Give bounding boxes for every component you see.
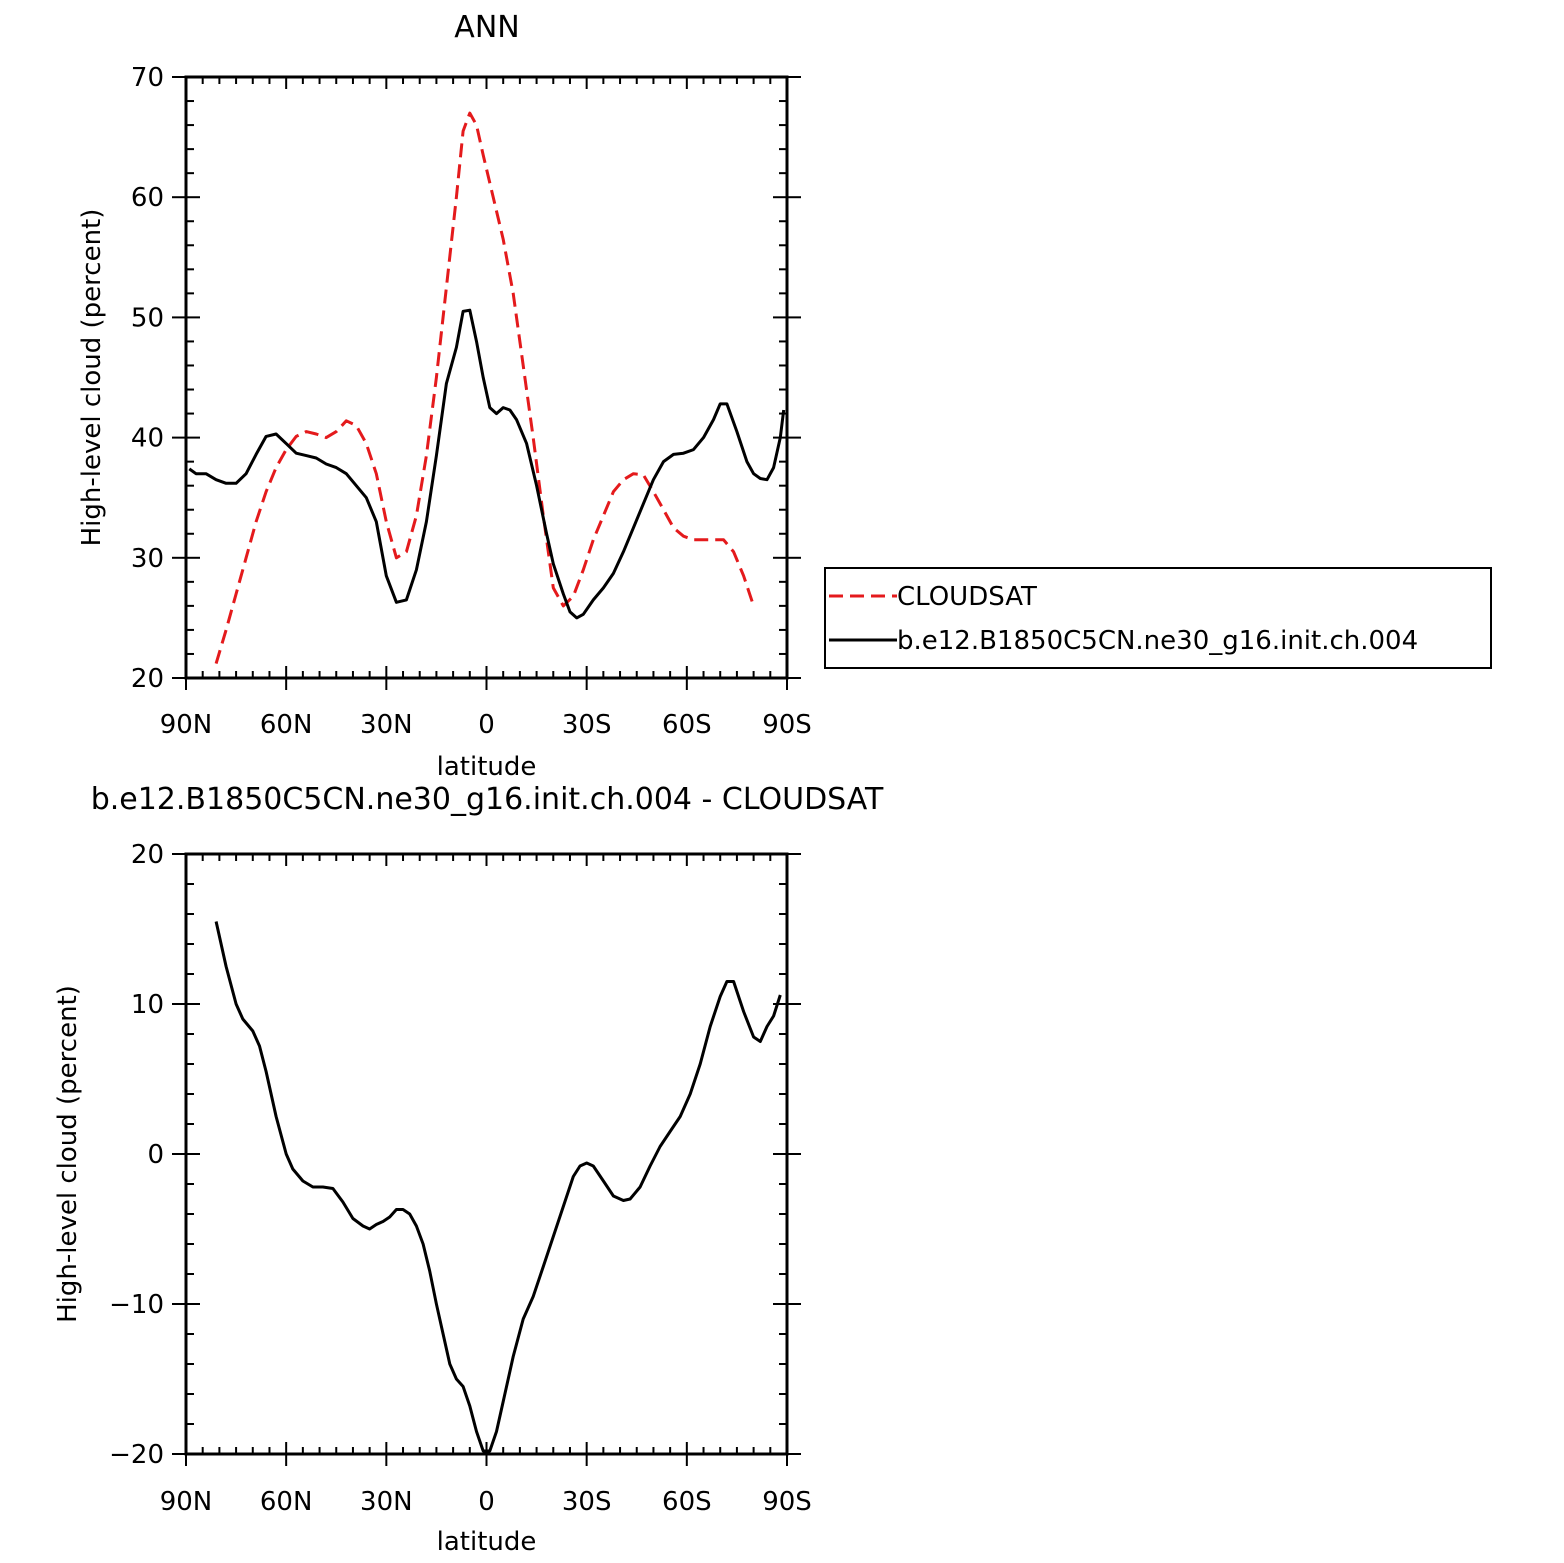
bottom-panel: b.e12.B1850C5CN.ne30_g16.init.ch.004 - C… xyxy=(53,782,884,1557)
x-axis-label: latitude xyxy=(437,1527,537,1557)
y-tick-label: 30 xyxy=(131,544,164,574)
x-tick-label: 0 xyxy=(478,710,495,740)
x-tick-label: 60N xyxy=(260,710,313,740)
legend: CLOUDSAT b.e12.B1850C5CN.ne30_g16.init.ch… xyxy=(824,567,1492,669)
plot-frame xyxy=(184,75,789,680)
y-tick-label: −20 xyxy=(109,1440,164,1470)
y-axis-label: High-level cloud (percent) xyxy=(53,985,83,1323)
y-tick-label: 70 xyxy=(131,63,164,93)
x-tick-label: 90S xyxy=(762,710,812,740)
x-tick-label: 0 xyxy=(478,1487,495,1517)
legend-label-0: CLOUDSAT xyxy=(897,582,1037,612)
plot-frame xyxy=(184,852,789,1456)
y-tick-label: −10 xyxy=(109,1290,164,1320)
x-tick-label: 90N xyxy=(160,710,213,740)
x-tick-label: 30S xyxy=(562,710,612,740)
x-tick-label: 60S xyxy=(662,710,712,740)
y-tick-label: 20 xyxy=(131,664,164,694)
series-line-1 xyxy=(188,308,786,620)
y-tick-label: 0 xyxy=(147,1140,164,1170)
chart-title: ANN xyxy=(454,10,519,45)
y-axis-label: High-level cloud (percent) xyxy=(77,209,107,547)
x-tick-label: 60N xyxy=(260,1487,313,1517)
chart-title: b.e12.B1850C5CN.ne30_g16.init.ch.004 - C… xyxy=(91,782,884,817)
series-line-0 xyxy=(214,921,782,1453)
x-tick-label: 30N xyxy=(360,1487,413,1517)
x-tick-label: 30N xyxy=(360,710,413,740)
y-tick-label: 40 xyxy=(131,424,164,454)
x-tick-label: 90S xyxy=(762,1487,812,1517)
series-line-0 xyxy=(214,111,756,665)
y-tick-label: 10 xyxy=(131,990,164,1020)
x-tick-label: 30S xyxy=(562,1487,612,1517)
y-tick-label: 50 xyxy=(131,303,164,333)
top-panel: ANN 90N 60N 30N 0 30S 60S 90S latitude 20 30 40 50 60… xyxy=(77,10,812,782)
x-tick-label: 90N xyxy=(160,1487,213,1517)
legend-label-1: b.e12.B1850C5CN.ne30_g16.init.ch.004 xyxy=(897,626,1418,656)
legend-box xyxy=(824,567,1492,669)
y-tick-label: 60 xyxy=(131,183,164,213)
x-tick-label: 60S xyxy=(662,1487,712,1517)
x-axis-label: latitude xyxy=(437,752,537,782)
y-tick-label: 20 xyxy=(131,840,164,870)
